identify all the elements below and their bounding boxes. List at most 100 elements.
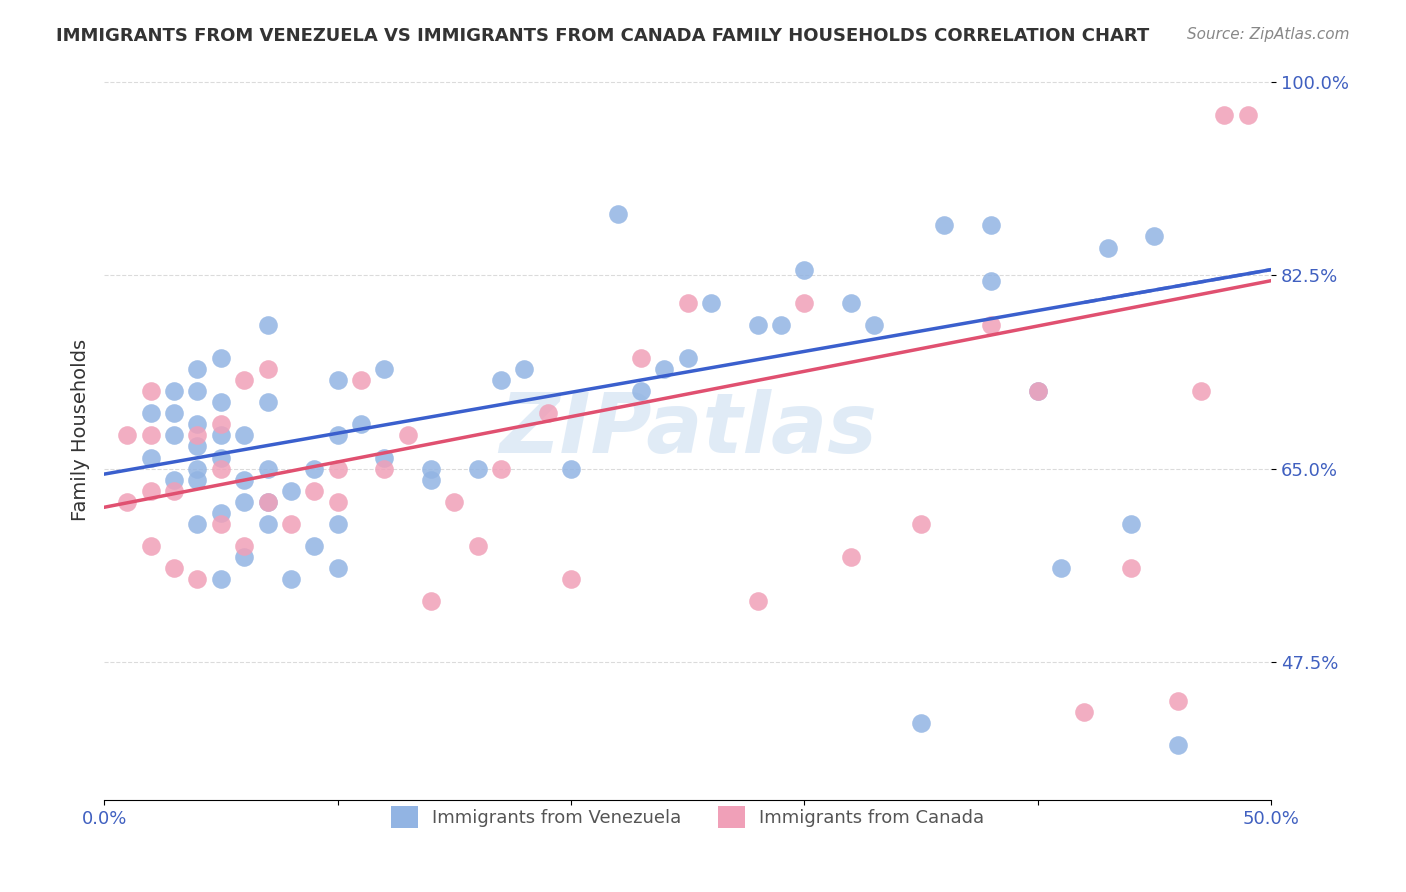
Point xyxy=(419,461,441,475)
Text: ZIPatlas: ZIPatlas xyxy=(499,390,876,470)
Point xyxy=(419,594,441,608)
Point xyxy=(186,572,208,586)
Point xyxy=(117,428,139,442)
Point xyxy=(350,417,373,432)
Point xyxy=(606,207,628,221)
Point xyxy=(280,516,302,531)
Point xyxy=(186,362,208,376)
Point xyxy=(980,274,1002,288)
Point xyxy=(139,428,162,442)
Point xyxy=(489,461,512,475)
Point xyxy=(233,539,256,553)
Point xyxy=(560,461,582,475)
Point xyxy=(209,351,232,365)
Point xyxy=(910,715,932,730)
Point xyxy=(209,428,232,442)
Point xyxy=(186,384,208,399)
Point xyxy=(1050,561,1073,575)
Point xyxy=(209,506,232,520)
Point xyxy=(233,473,256,487)
Point xyxy=(209,461,232,475)
Point xyxy=(467,461,489,475)
Point xyxy=(233,373,256,387)
Point xyxy=(839,295,862,310)
Point xyxy=(209,417,232,432)
Point xyxy=(139,406,162,420)
Point xyxy=(910,516,932,531)
Point xyxy=(163,428,186,442)
Point xyxy=(163,473,186,487)
Point xyxy=(489,373,512,387)
Point xyxy=(256,318,278,332)
Point xyxy=(186,516,208,531)
Point xyxy=(676,295,699,310)
Point xyxy=(139,539,162,553)
Point xyxy=(139,450,162,465)
Point xyxy=(163,483,186,498)
Point xyxy=(700,295,723,310)
Point xyxy=(769,318,792,332)
Point xyxy=(139,483,162,498)
Point xyxy=(350,373,373,387)
Point xyxy=(163,561,186,575)
Point xyxy=(209,572,232,586)
Legend: Immigrants from Venezuela, Immigrants from Canada: Immigrants from Venezuela, Immigrants fr… xyxy=(384,799,991,836)
Point xyxy=(373,461,395,475)
Point xyxy=(186,440,208,454)
Point xyxy=(256,461,278,475)
Point xyxy=(209,450,232,465)
Point xyxy=(630,384,652,399)
Point xyxy=(209,395,232,409)
Point xyxy=(256,395,278,409)
Point xyxy=(1097,240,1119,254)
Point xyxy=(630,351,652,365)
Point xyxy=(280,572,302,586)
Point xyxy=(793,295,815,310)
Point xyxy=(1119,561,1142,575)
Text: Source: ZipAtlas.com: Source: ZipAtlas.com xyxy=(1187,27,1350,42)
Point xyxy=(560,572,582,586)
Point xyxy=(934,219,956,233)
Point xyxy=(117,495,139,509)
Point xyxy=(1167,694,1189,708)
Text: IMMIGRANTS FROM VENEZUELA VS IMMIGRANTS FROM CANADA FAMILY HOUSEHOLDS CORRELATIO: IMMIGRANTS FROM VENEZUELA VS IMMIGRANTS … xyxy=(56,27,1150,45)
Point xyxy=(326,461,349,475)
Y-axis label: Family Households: Family Households xyxy=(72,339,90,521)
Point xyxy=(1026,384,1049,399)
Point xyxy=(980,219,1002,233)
Point xyxy=(302,483,325,498)
Point xyxy=(1073,705,1095,719)
Point xyxy=(419,473,441,487)
Point xyxy=(1236,108,1258,122)
Point xyxy=(139,384,162,399)
Point xyxy=(280,483,302,498)
Point xyxy=(233,495,256,509)
Point xyxy=(536,406,558,420)
Point xyxy=(1167,738,1189,752)
Point xyxy=(233,549,256,564)
Point xyxy=(839,549,862,564)
Point xyxy=(163,406,186,420)
Point xyxy=(373,450,395,465)
Point xyxy=(233,428,256,442)
Point xyxy=(256,516,278,531)
Point xyxy=(326,516,349,531)
Point xyxy=(326,428,349,442)
Point xyxy=(1213,108,1236,122)
Point xyxy=(652,362,675,376)
Point xyxy=(396,428,419,442)
Point xyxy=(326,495,349,509)
Point xyxy=(1026,384,1049,399)
Point xyxy=(980,318,1002,332)
Point xyxy=(256,362,278,376)
Point xyxy=(256,495,278,509)
Point xyxy=(443,495,465,509)
Point xyxy=(747,318,769,332)
Point xyxy=(186,473,208,487)
Point xyxy=(1189,384,1212,399)
Point xyxy=(302,539,325,553)
Point xyxy=(326,561,349,575)
Point xyxy=(373,362,395,376)
Point xyxy=(863,318,886,332)
Point xyxy=(326,373,349,387)
